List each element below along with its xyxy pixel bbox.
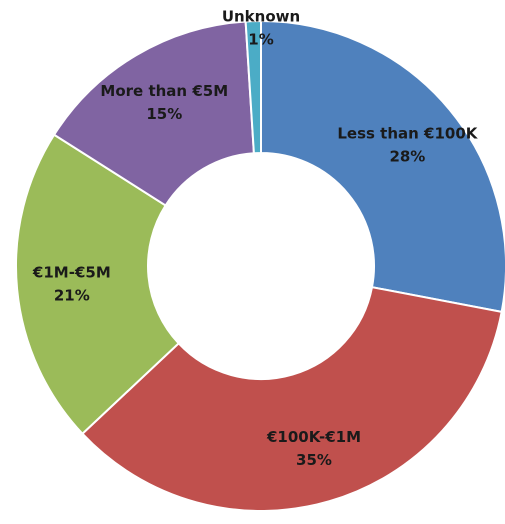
slice-value-label: 1% bbox=[248, 31, 273, 49]
donut-slice bbox=[80, 286, 503, 512]
slice-value-label: 21% bbox=[54, 286, 90, 304]
slice-category-label: €1M-€5M bbox=[32, 263, 111, 281]
slice-category-label: Less than €100K bbox=[337, 124, 478, 142]
slice-value-label: 28% bbox=[389, 147, 425, 165]
slice-category-label: €100K-€1M bbox=[266, 428, 361, 446]
donut-slice bbox=[15, 133, 181, 436]
donut-slice bbox=[52, 20, 255, 207]
slice-category-label: More than €5M bbox=[100, 82, 228, 100]
slice-category-label: Unknown bbox=[222, 8, 300, 26]
slice-value-label: 15% bbox=[146, 105, 182, 123]
donut-slice bbox=[260, 19, 505, 314]
donut-slice bbox=[244, 19, 262, 155]
slice-value-label: 35% bbox=[296, 451, 332, 469]
